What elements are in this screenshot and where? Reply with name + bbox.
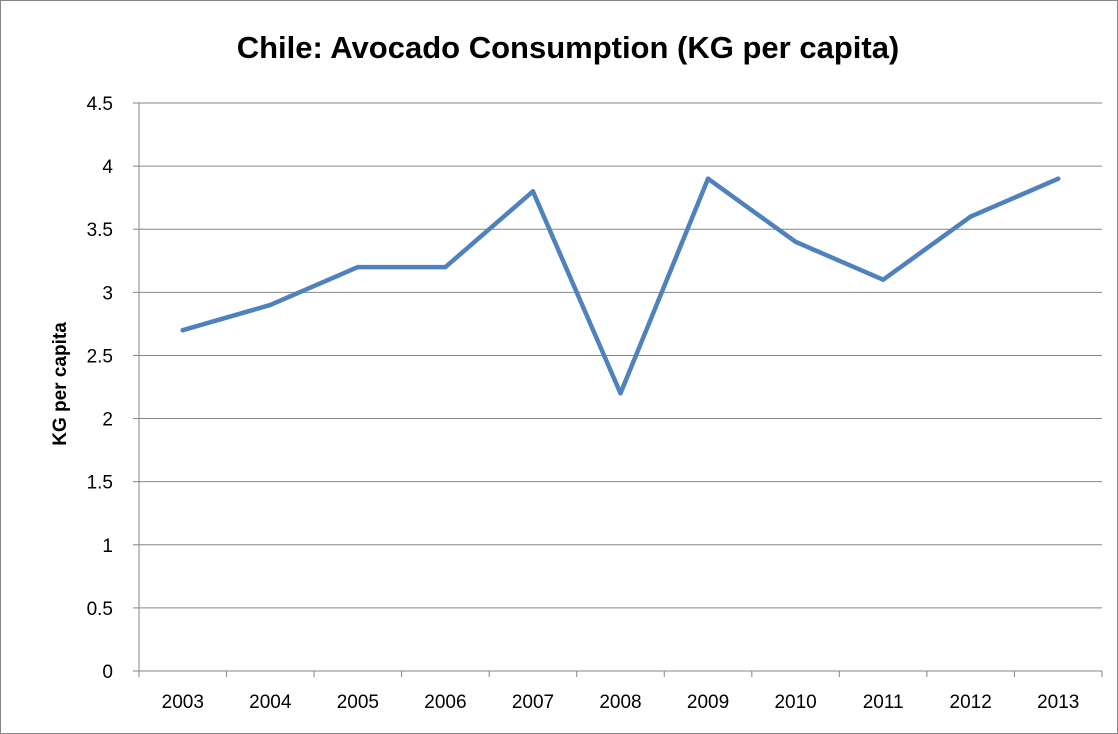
y-tick-label: 4.5	[87, 94, 113, 115]
data-point	[618, 391, 623, 396]
x-tick-label: 2008	[599, 692, 641, 713]
data-point	[530, 189, 536, 194]
y-tick-label: 4	[102, 157, 113, 178]
y-tick-label: 1	[102, 536, 113, 557]
x-axis-ticks: 2003 2004 2005 2006 2007 2008 2009 2010 2011 2012…	[138, 671, 1103, 713]
data-point	[355, 264, 361, 270]
y-tick-label: 3.5	[87, 220, 113, 241]
y-tick-label: 1.5	[87, 473, 113, 494]
data-point	[1056, 176, 1061, 181]
series-group	[180, 176, 1061, 396]
x-tick-label: 2003	[162, 692, 204, 713]
data-point	[968, 214, 973, 219]
data-point	[268, 302, 273, 308]
series-line	[180, 176, 1061, 396]
y-tick-label: 2	[102, 410, 113, 431]
x-tick-label: 2009	[687, 692, 729, 713]
y-tick-label: 3	[102, 283, 113, 304]
y-tick-label: 2.5	[87, 346, 113, 367]
y-axis-ticks: 0 0.5 1 1.5 2 2.5 3 3.5 4 4.5	[87, 94, 114, 683]
y-axis-label: KG per capita	[50, 322, 71, 446]
data-point	[180, 328, 185, 333]
data-point	[443, 264, 448, 270]
x-tick-label: 2007	[512, 692, 554, 713]
x-tick-label: 2011	[863, 692, 904, 713]
data-point	[705, 176, 711, 181]
x-tick-label: 2005	[337, 692, 379, 713]
data-point	[880, 277, 886, 282]
x-tick-label: 2012	[950, 692, 992, 713]
chart-title: Chile: Avocado Consumption (KG per capit…	[237, 30, 900, 65]
x-tick-label: 2010	[774, 692, 816, 713]
x-tick-label: 2013	[1037, 692, 1079, 713]
x-tick-label: 2004	[249, 692, 292, 713]
data-point	[793, 239, 798, 245]
y-tick-label: 0.5	[87, 599, 113, 620]
y-tick-label: 0	[102, 662, 113, 683]
x-tick-label: 2006	[424, 692, 466, 713]
gridlines	[133, 102, 1102, 672]
